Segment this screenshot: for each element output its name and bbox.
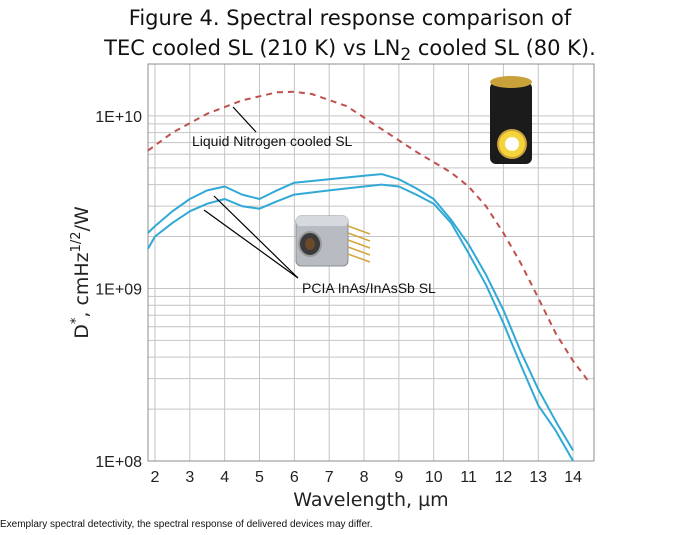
chart-title-line-2: TEC cooled SL (210 K) vs LN2 cooled SL (… — [0, 36, 700, 65]
x-tick-label: 13 — [529, 469, 547, 486]
y-axis-label: D*, cmHz1/2/W — [69, 206, 93, 339]
chart-title-line-1: Figure 4. Spectral response comparison o… — [128, 6, 572, 30]
y-label-base: D — [71, 324, 93, 339]
tec-detector-pin — [347, 253, 371, 263]
x-axis-label: Wavelength, µm — [293, 489, 448, 511]
tec-detector-icon — [295, 215, 371, 267]
annotation-ln2: Liquid Nitrogen cooled SL — [192, 133, 353, 149]
dewar-window — [505, 137, 519, 151]
series-line-ln2 — [147, 90, 592, 385]
y-tick-label: 1E+08 — [95, 454, 142, 471]
plot-area — [147, 63, 595, 462]
chart-title-line-2-post: cooled SL (80 K). — [411, 36, 596, 60]
tec-detector-pin — [347, 232, 371, 242]
x-tick-label: 5 — [255, 469, 264, 486]
x-tick-label: 7 — [325, 469, 334, 486]
series-line-pcia-lower — [147, 183, 574, 462]
y-label-mid: , cmHz — [71, 252, 93, 317]
x-tick-label: 8 — [360, 469, 369, 486]
x-tick-label: 11 — [460, 469, 477, 486]
leader-line-pcia-upper — [213, 195, 299, 279]
tec-detector-cap — [296, 216, 348, 226]
y-label-sup: * — [69, 317, 84, 324]
tec-detector-pin — [347, 239, 371, 249]
y-axis-ticks: 1E+08 1E+09 1E+10 — [95, 109, 142, 471]
tec-detector-pin — [347, 246, 371, 256]
annotations: Liquid Nitrogen cooled SL PCIA InAs/InAsS… — [192, 106, 436, 296]
x-tick-label: 9 — [394, 469, 403, 486]
series-line-pcia-upper — [147, 173, 574, 452]
y-tick-label: 1E+10 — [95, 109, 142, 126]
x-tick-label: 10 — [425, 469, 443, 486]
x-tick-label: 3 — [185, 469, 194, 486]
chart-title-subscript: 2 — [400, 45, 412, 65]
y-label-end: /W — [71, 206, 93, 231]
series-group — [147, 90, 592, 462]
x-tick-label: 2 — [151, 469, 160, 486]
footnote: Exemplary spectral detectivity, the spec… — [0, 519, 373, 530]
x-tick-label: 12 — [495, 469, 513, 486]
x-tick-label: 6 — [290, 469, 299, 486]
dewar-top — [490, 76, 532, 88]
leader-line-pcia-lower — [203, 209, 299, 279]
x-axis-ticks: 2 3 4 5 6 7 8 9 10 11 12 13 14 — [151, 469, 583, 486]
product-images — [295, 76, 532, 267]
y-label-sup2: 1/2 — [69, 231, 84, 252]
y-tick-label: 1E+09 — [95, 281, 142, 298]
x-tick-label: 14 — [564, 469, 582, 486]
tec-detector-pin — [347, 225, 371, 235]
annotation-pcia: PCIA InAs/InAsSb SL — [302, 280, 436, 296]
ln2-dewar-icon — [490, 76, 532, 164]
leader-line-ln2 — [232, 106, 257, 133]
tec-detector-chip — [305, 238, 315, 250]
x-tick-label: 4 — [220, 469, 229, 486]
chart-title-line-2-pre: TEC cooled SL (210 K) vs LN — [104, 36, 401, 60]
